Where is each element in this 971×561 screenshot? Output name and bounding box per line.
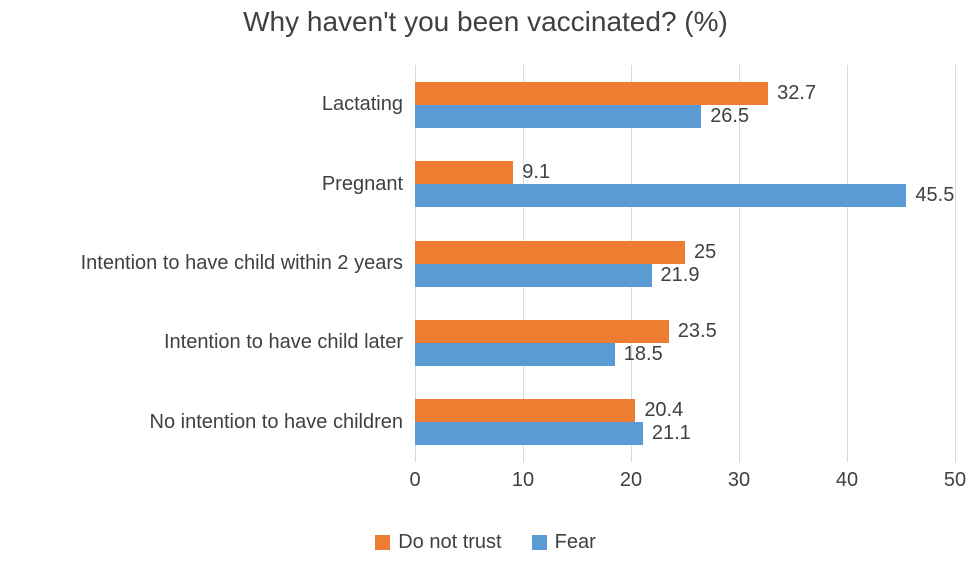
- bar-line: 9.1: [415, 161, 955, 185]
- bar-group: 23.5 18.5: [415, 319, 955, 366]
- bar-line: 18.5: [415, 342, 955, 366]
- bar-do-not-trust: [415, 161, 514, 185]
- legend: Do not trust Fear: [0, 531, 971, 554]
- legend-label: Do not trust: [398, 531, 502, 553]
- legend-item: Fear: [531, 531, 596, 554]
- category-label: No intention to have children: [149, 410, 404, 433]
- value-label: 23.5: [677, 319, 717, 342]
- x-tick-label: 20: [619, 469, 643, 491]
- category-label: Pregnant: [321, 172, 403, 195]
- plot-area: Lactating 32.7 26.5 Pregnant 9.1 45.5 Intentio…: [0, 65, 971, 462]
- value-label: 18.5: [623, 342, 663, 365]
- bar-do-not-trust: [415, 399, 636, 423]
- category-rows: Lactating 32.7 26.5 Pregnant 9.1 45.5 Intentio…: [0, 65, 971, 462]
- legend-label: Fear: [554, 531, 596, 553]
- category-row: No intention to have children 20.4 21.1: [0, 383, 971, 462]
- value-label: 9.1: [522, 161, 551, 184]
- value-label: 21.1: [651, 422, 691, 445]
- bar-group: 32.7 26.5: [415, 81, 955, 128]
- bar-fear: [415, 422, 643, 446]
- x-tick-label: 30: [727, 469, 751, 491]
- category-row: Intention to have child within 2 years 25…: [0, 224, 971, 303]
- bar-group: 20.4 21.1: [415, 399, 955, 446]
- bar-line: 25: [415, 240, 955, 264]
- x-tick-label: 0: [409, 469, 421, 491]
- bar-do-not-trust: [415, 240, 685, 264]
- bar-fear: [415, 104, 702, 128]
- category-row: Lactating 32.7 26.5: [0, 65, 971, 144]
- bar-do-not-trust: [415, 319, 669, 343]
- bar-line: 45.5: [415, 184, 955, 208]
- gridline: [739, 65, 740, 462]
- bar-group: 25 21.9: [415, 240, 955, 287]
- x-axis: 0 10 20 30 40 50: [0, 469, 971, 497]
- value-label: 26.5: [710, 104, 750, 127]
- gridline: [847, 65, 848, 462]
- bar-fear: [415, 342, 615, 366]
- category-label: Intention to have child later: [163, 331, 403, 354]
- bar-group: 9.1 45.5: [415, 161, 955, 208]
- legend-item: Do not trust: [375, 531, 502, 554]
- bar-line: 23.5: [415, 319, 955, 343]
- bar-fear: [415, 263, 652, 287]
- x-tick-label: 10: [511, 469, 535, 491]
- value-label: 45.5: [915, 184, 955, 207]
- gridline: [955, 65, 956, 462]
- bar-line: 21.9: [415, 263, 955, 287]
- category-row: Pregnant 9.1 45.5: [0, 144, 971, 223]
- category-label: Intention to have child within 2 years: [80, 252, 403, 275]
- bar-line: 26.5: [415, 104, 955, 128]
- bar-line: 20.4: [415, 399, 955, 423]
- category-label: Lactating: [321, 93, 403, 116]
- category-row: Intention to have child later 23.5 18.5: [0, 303, 971, 382]
- bar-line: 32.7: [415, 81, 955, 105]
- legend-swatch: [375, 535, 391, 550]
- x-tick-label: 50: [943, 469, 967, 491]
- value-label: 32.7: [777, 81, 817, 104]
- x-tick-label: 40: [835, 469, 859, 491]
- bar-line: 21.1: [415, 422, 955, 446]
- legend-swatch: [531, 535, 547, 550]
- value-label: 21.9: [660, 263, 700, 286]
- bar-fear: [415, 184, 907, 208]
- bar-do-not-trust: [415, 81, 769, 105]
- chart-title: Why haven't you been vaccinated? (%): [243, 6, 728, 37]
- value-label: 20.4: [644, 399, 684, 422]
- value-label: 25: [694, 240, 717, 263]
